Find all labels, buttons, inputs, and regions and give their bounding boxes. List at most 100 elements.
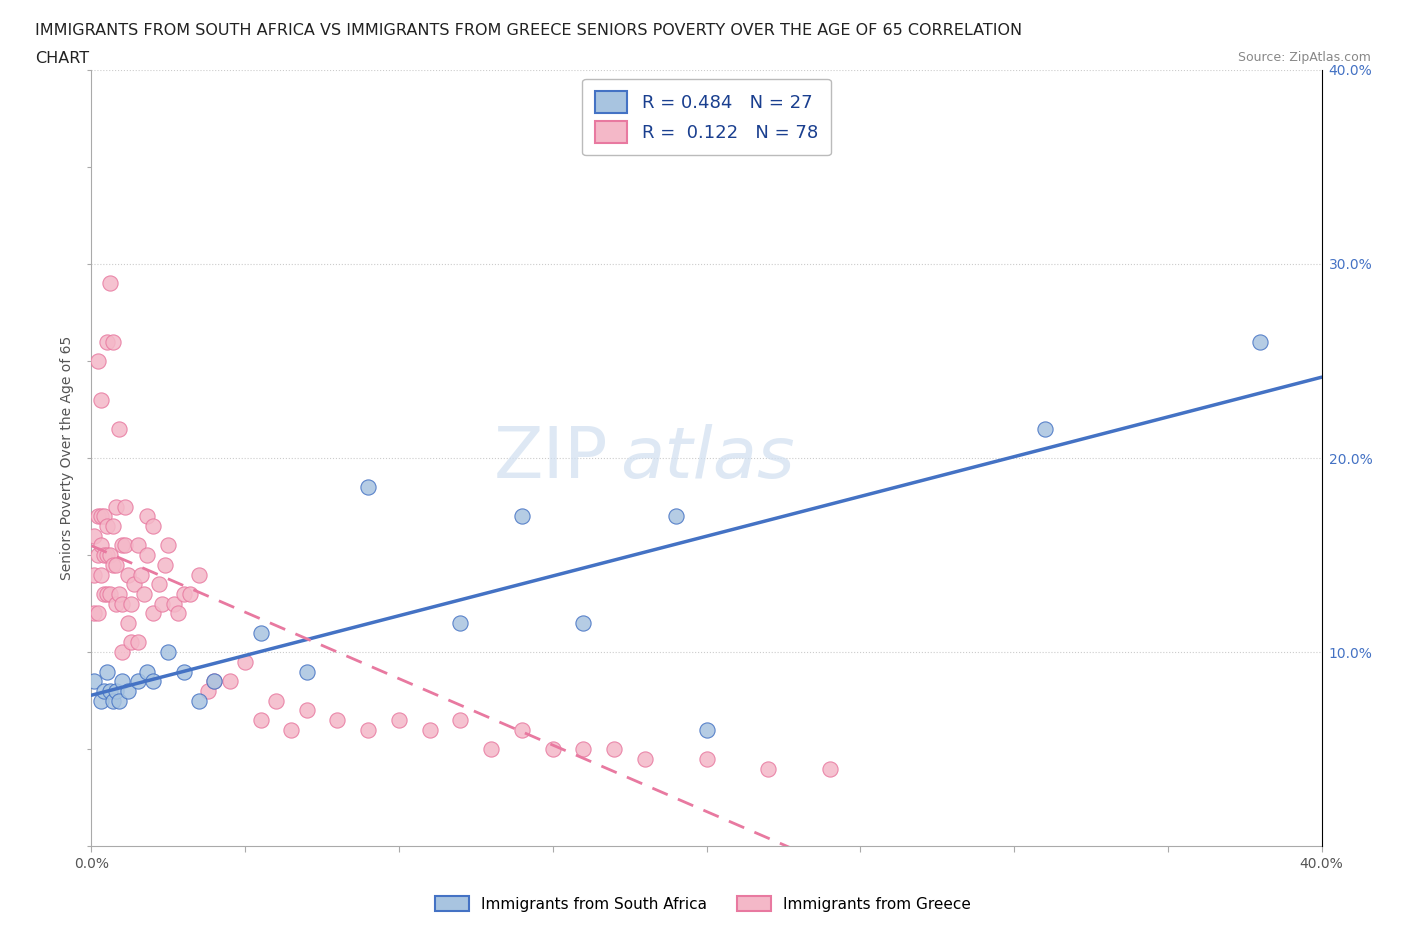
Point bbox=[818, 761, 841, 776]
Point bbox=[150, 596, 173, 611]
Point bbox=[280, 723, 302, 737]
Point bbox=[86, 548, 108, 563]
Point bbox=[249, 625, 271, 640]
Point bbox=[108, 587, 131, 602]
Point bbox=[357, 480, 380, 495]
Point bbox=[108, 421, 131, 436]
Point bbox=[188, 567, 211, 582]
Point bbox=[105, 684, 127, 698]
Point bbox=[135, 509, 157, 524]
Point bbox=[142, 674, 165, 689]
Point bbox=[96, 548, 118, 563]
Point bbox=[96, 587, 118, 602]
Point bbox=[108, 693, 131, 708]
Point bbox=[163, 596, 186, 611]
Point bbox=[114, 499, 136, 514]
Legend: R = 0.484   N = 27, R =  0.122   N = 78: R = 0.484 N = 27, R = 0.122 N = 78 bbox=[582, 79, 831, 155]
Point bbox=[86, 606, 108, 621]
Point bbox=[93, 684, 115, 698]
Point bbox=[202, 674, 225, 689]
Point bbox=[264, 693, 287, 708]
Point bbox=[1033, 421, 1056, 436]
Point bbox=[117, 684, 139, 698]
Text: CHART: CHART bbox=[35, 51, 89, 66]
Point bbox=[105, 596, 127, 611]
Point bbox=[101, 334, 124, 349]
Point bbox=[696, 751, 718, 766]
Point bbox=[188, 693, 211, 708]
Point bbox=[90, 567, 112, 582]
Point bbox=[295, 664, 318, 679]
Point bbox=[96, 334, 118, 349]
Point bbox=[117, 616, 139, 631]
Point bbox=[90, 509, 112, 524]
Point bbox=[101, 557, 124, 572]
Point bbox=[93, 548, 115, 563]
Point bbox=[173, 664, 195, 679]
Point bbox=[111, 596, 134, 611]
Point bbox=[117, 567, 139, 582]
Point bbox=[132, 587, 155, 602]
Point bbox=[197, 684, 219, 698]
Point bbox=[157, 644, 180, 659]
Point bbox=[129, 567, 152, 582]
Point bbox=[101, 519, 124, 534]
Point bbox=[98, 276, 121, 291]
Point bbox=[93, 587, 115, 602]
Point bbox=[153, 557, 177, 572]
Point bbox=[634, 751, 657, 766]
Point bbox=[142, 606, 165, 621]
Point bbox=[388, 712, 411, 727]
Point bbox=[105, 499, 127, 514]
Point bbox=[326, 712, 349, 727]
Point bbox=[98, 548, 121, 563]
Point bbox=[111, 644, 134, 659]
Text: atlas: atlas bbox=[620, 423, 794, 493]
Point bbox=[90, 538, 112, 552]
Point bbox=[449, 616, 471, 631]
Legend: Immigrants from South Africa, Immigrants from Greece: Immigrants from South Africa, Immigrants… bbox=[429, 889, 977, 918]
Point bbox=[157, 538, 180, 552]
Point bbox=[83, 567, 105, 582]
Point bbox=[166, 606, 188, 621]
Point bbox=[96, 519, 118, 534]
Point bbox=[603, 742, 626, 757]
Point bbox=[665, 509, 688, 524]
Point bbox=[83, 528, 105, 543]
Text: ZIP: ZIP bbox=[494, 423, 607, 493]
Point bbox=[86, 509, 108, 524]
Point bbox=[218, 674, 240, 689]
Point bbox=[572, 742, 595, 757]
Point bbox=[90, 693, 112, 708]
Point bbox=[510, 509, 533, 524]
Point bbox=[124, 577, 146, 591]
Point bbox=[114, 538, 136, 552]
Point bbox=[98, 587, 121, 602]
Point bbox=[111, 674, 134, 689]
Point bbox=[120, 596, 142, 611]
Point bbox=[98, 684, 121, 698]
Point bbox=[127, 635, 149, 650]
Point bbox=[541, 742, 564, 757]
Point bbox=[173, 587, 195, 602]
Text: IMMIGRANTS FROM SOUTH AFRICA VS IMMIGRANTS FROM GREECE SENIORS POVERTY OVER THE : IMMIGRANTS FROM SOUTH AFRICA VS IMMIGRAN… bbox=[35, 23, 1022, 38]
Point bbox=[756, 761, 779, 776]
Point bbox=[249, 712, 271, 727]
Point bbox=[127, 674, 149, 689]
Point bbox=[179, 587, 201, 602]
Point bbox=[357, 723, 380, 737]
Point bbox=[83, 606, 105, 621]
Point bbox=[96, 664, 118, 679]
Point bbox=[142, 519, 165, 534]
Point bbox=[120, 635, 142, 650]
Text: Source: ZipAtlas.com: Source: ZipAtlas.com bbox=[1237, 51, 1371, 64]
Point bbox=[419, 723, 441, 737]
Point bbox=[127, 538, 149, 552]
Point bbox=[696, 723, 718, 737]
Point bbox=[86, 353, 108, 368]
Point bbox=[202, 674, 225, 689]
Point bbox=[1249, 334, 1271, 349]
Point bbox=[90, 392, 112, 407]
Point bbox=[135, 548, 157, 563]
Point bbox=[479, 742, 502, 757]
